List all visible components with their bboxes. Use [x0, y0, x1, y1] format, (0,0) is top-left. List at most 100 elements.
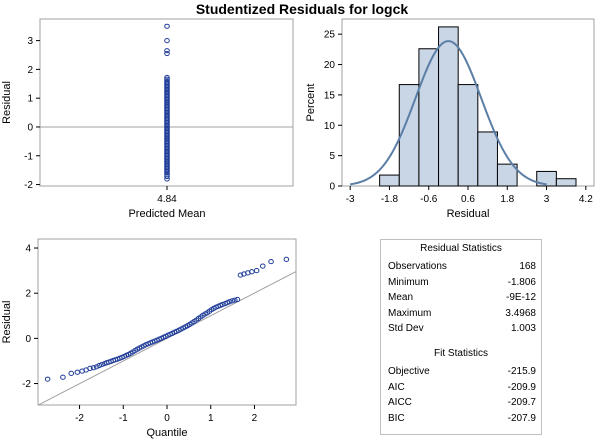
data-point [226, 299, 233, 305]
x-tick-label: 2 [252, 413, 258, 424]
fit-stat-value: -209.7 [507, 397, 536, 409]
residual-stat-value: -9E-12 [505, 292, 536, 304]
y-tick-label: 3 [27, 36, 33, 47]
fit-stat-label: Objective [388, 365, 430, 377]
fit-stat-row: AICC -209.7 [381, 395, 541, 411]
y-axis-label: Percent [305, 84, 317, 122]
residual-stat-row: Mean -9E-12 [381, 290, 541, 306]
x-tick-label: -1.8 [381, 194, 399, 205]
data-point [229, 298, 235, 304]
y-tick-label: 0 [329, 182, 335, 193]
y-tick-label: 1 [27, 94, 33, 105]
residual-stat-value: 3.4968 [505, 307, 536, 319]
y-tick-label: 0 [27, 122, 33, 133]
y-tick-label: 2 [27, 65, 33, 76]
y-tick-label: -2 [22, 379, 31, 390]
data-point [44, 376, 51, 382]
x-tick-label: 0 [164, 413, 170, 424]
residual-statistics-heading: Residual Statistics [420, 243, 502, 254]
x-tick-label: 1.8 [500, 194, 514, 205]
fit-stat-row: Objective -215.9 [381, 364, 541, 380]
residual-stat-label: Std Dev [388, 323, 424, 335]
data-point [164, 23, 170, 29]
histogram-bar [555, 178, 577, 187]
y-tick-label: 0 [25, 334, 31, 345]
x-tick-label: -1 [119, 413, 128, 424]
data-point [283, 256, 290, 262]
data-point [253, 268, 260, 274]
data-point [164, 173, 170, 180]
histogram-bar [477, 131, 498, 187]
histogram-bar [457, 84, 479, 187]
fit-stat-value: -209.9 [507, 381, 536, 393]
y-tick-label: -2 [24, 180, 33, 191]
qq-plot-panel: -2 0 2 4 -2 -1 0 1 2 Quantile Residual [1, 238, 297, 439]
data-point [68, 370, 75, 376]
data-point [164, 48, 170, 54]
residual-stat-value: 1.003 [510, 323, 536, 335]
fit-stat-row: AIC -209.9 [381, 380, 541, 396]
data-point [164, 50, 170, 57]
residual-stat-value: -1.806 [507, 276, 536, 288]
residual-stat-label: Mean [388, 292, 414, 304]
y-axis-label: Residual [1, 81, 13, 124]
y-tick-label: 25 [324, 30, 336, 41]
x-axis-label: Residual [447, 208, 490, 220]
data-point [219, 301, 226, 308]
data-point [87, 365, 93, 372]
x-tick-label: 4.2 [579, 194, 593, 205]
y-tick-label: 15 [324, 90, 336, 101]
residual-stat-label: Minimum [388, 276, 429, 288]
data-point [90, 365, 97, 371]
y-tick-label: 5 [329, 151, 335, 162]
residual-stat-value: 168 [519, 261, 536, 272]
data-point [164, 176, 170, 182]
normal-density-curve [350, 40, 547, 186]
x-tick-label: -2 [75, 413, 84, 424]
x-axis-label: Quantile [147, 427, 188, 439]
data-point [231, 297, 238, 303]
histogram-bar [379, 174, 400, 187]
data-point [237, 272, 244, 278]
residual-stat-row: Maximum 3.4968 [381, 306, 541, 322]
fit-stat-label: AICC [388, 397, 412, 409]
fit-statistics-heading: Fit Statistics [434, 347, 488, 359]
x-tick-label: 0.6 [461, 194, 475, 205]
plot-frame [37, 238, 297, 406]
y-tick-label: 20 [324, 60, 336, 71]
residual-histogram-panel: 0 5 10 15 20 25 -3 -1.8 -0.6 0.6 1.8 3 4.2 Residual Pe… [305, 18, 595, 220]
residual-stat-label: Maximum [388, 307, 432, 319]
y-tick-label: 10 [324, 121, 336, 132]
data-point [60, 374, 66, 380]
x-tick-label: 4.84 [157, 194, 177, 205]
x-axis-label: Predicted Mean [128, 208, 205, 220]
histogram-bar [438, 26, 459, 187]
data-point [259, 263, 266, 269]
fit-stat-row: BIC -207.9 [381, 411, 541, 427]
data-point [268, 258, 274, 265]
fit-stat-label: BIC [388, 412, 405, 424]
y-axis-label: Residual [1, 301, 13, 344]
y-tick-label: 2 [25, 289, 31, 300]
histogram-bar [418, 48, 440, 187]
fit-stat-label: AIC [388, 381, 405, 393]
x-tick-label: 3 [544, 194, 550, 205]
data-point [99, 361, 105, 368]
x-tick-label: 1 [208, 413, 214, 424]
statistics-table: Residual Statistics Observations 168 Minim… [380, 239, 542, 435]
x-tick-label: -0.6 [420, 194, 438, 205]
residual-stat-row: Std Dev 1.003 [381, 321, 541, 337]
figure-title: Studentized Residuals for logck [195, 1, 409, 17]
data-point [164, 37, 170, 44]
residual-vs-predicted-panel: -2 -1 0 1 2 3 4.84 Predicted Mean Residual [1, 18, 294, 220]
data-point [96, 362, 103, 369]
residual-stat-row: Observations 168 [381, 259, 541, 275]
residual-stat-row: Minimum -1.806 [381, 275, 541, 291]
data-point [234, 296, 241, 303]
fit-stat-value: -207.9 [507, 412, 536, 424]
y-tick-label: -1 [24, 151, 33, 162]
residual-stat-label: Observations [388, 261, 447, 272]
x-tick-label: -3 [346, 194, 355, 205]
fit-stat-value: -215.9 [507, 365, 536, 377]
